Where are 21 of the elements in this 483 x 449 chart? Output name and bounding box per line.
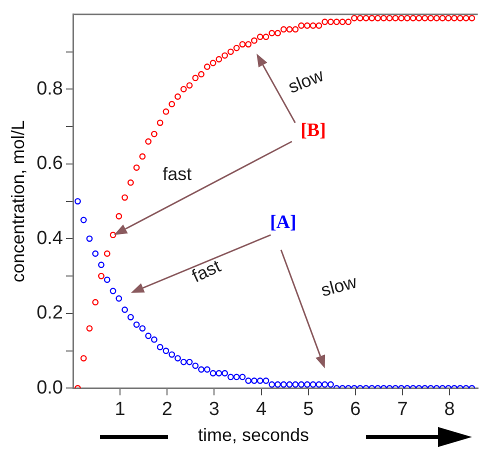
- x-tick-label: 2: [162, 398, 172, 420]
- y-axis-title: concentration, mol/L: [8, 120, 28, 282]
- y-tick-label: 0.8: [36, 78, 64, 100]
- x-tick-label: 8: [444, 398, 455, 420]
- y-tick-label: 0.2: [36, 302, 64, 324]
- x-axis-title: time, seconds: [198, 425, 310, 446]
- annotation: slow: [286, 64, 327, 98]
- x-tick-label: 5: [303, 398, 314, 420]
- x-tick-label: 3: [208, 398, 220, 420]
- x-tick-label: 7: [397, 398, 408, 420]
- annotation: fast: [188, 256, 224, 288]
- x-tick-label: 6: [350, 398, 361, 420]
- y-tick-label: 0.0: [36, 377, 64, 398]
- text: [B]: [300, 120, 326, 142]
- x-tick-label: 4: [256, 398, 267, 420]
- y-tick-label: 0.4: [36, 228, 64, 249]
- text: [A]: [270, 212, 296, 234]
- y-tick-label: 0.6: [36, 153, 64, 174]
- x-tick-label: 1: [114, 398, 126, 420]
- annotation: slow: [319, 272, 360, 302]
- annotation: fast: [162, 164, 192, 186]
